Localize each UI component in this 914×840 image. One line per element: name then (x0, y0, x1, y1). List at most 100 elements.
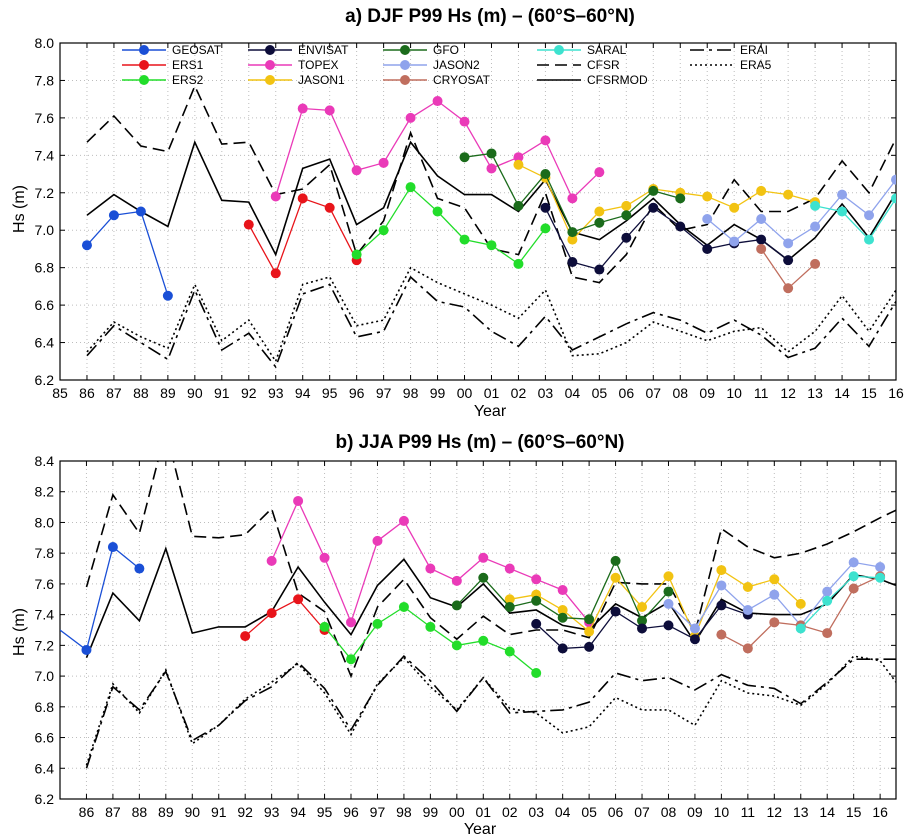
legend-label-cfsrmod: CFSRMOD (587, 73, 648, 87)
panel-b-xlabel: Year (464, 821, 497, 838)
panel-a-series-geosat-point (81, 240, 92, 251)
panel-a-ytick-label: 6.8 (35, 260, 55, 276)
panel-b-series-saral-line (800, 575, 881, 629)
panel-b-series-topex-point (266, 555, 277, 566)
panel-b-series-ers2-point (451, 640, 462, 651)
panel-b-series-cryosat-point (742, 643, 753, 654)
panel-b-series-geosat-line (60, 545, 140, 652)
panel-b-series-envisat-point (557, 643, 568, 654)
legend-marker-ers1 (139, 60, 149, 70)
legend-label-gfo: GFO (433, 43, 459, 57)
panel-a-xtick-label: 10 (726, 385, 742, 401)
panel-b-series-jason1-point (716, 565, 727, 576)
panel-a-series-topex-point (513, 152, 524, 163)
panel-a-xtick-label: 99 (430, 385, 446, 401)
panel-a-xtick-label: 16 (888, 385, 904, 401)
panel-b-series-jason1-point (663, 571, 674, 582)
panel-a-xtick-label: 03 (538, 385, 554, 401)
panel-b-series-geosat-point (81, 644, 92, 655)
panel-a-series-topex-point (297, 103, 308, 114)
panel-a-series-jason2-point (810, 221, 821, 232)
panel-b-series-envisat-point (716, 600, 727, 611)
panel-a-series-jason2-point (864, 210, 875, 221)
panel-b-xtick-label: 07 (634, 804, 650, 820)
panel-a-series-topex-point (324, 105, 335, 116)
panel-b-series-gfo-point (531, 595, 542, 606)
panel-b-series-envisat-point (584, 641, 595, 652)
panel-a-series-envisat-point (621, 232, 632, 243)
panel-a-ytick-label: 7.6 (35, 110, 55, 126)
panel-a-series-ers1-point (243, 219, 254, 230)
panel-b-series-saral-point (822, 595, 833, 606)
legend-label-geosat: GEOSAT (172, 43, 222, 57)
panel-a-series-gfo-point (513, 200, 524, 211)
panel-b-series-gfo-point (504, 601, 515, 612)
panel-b-xtick-label: 10 (714, 804, 730, 820)
panel-a-ytick-label: 6.2 (35, 372, 55, 388)
panel-a-xtick-label: 88 (133, 385, 149, 401)
panel-a-series-topex-point (594, 167, 605, 178)
panel-a-xtick-label: 07 (646, 385, 662, 401)
panel-a-series-jason1-point (567, 234, 578, 245)
panel-b-xtick-label: 94 (290, 804, 306, 820)
panel-b-xtick-label: 04 (555, 804, 571, 820)
panel-a-series-ers2-point (459, 234, 470, 245)
panel-b-series-gfo-point (637, 615, 648, 626)
panel-b-series-topex-point (398, 515, 409, 526)
panel-b-series-ers2-point (425, 621, 436, 632)
panel-a-xtick-label: 87 (106, 385, 122, 401)
panel-b-xtick-label: 95 (317, 804, 333, 820)
panel-b-series-ers2-point (478, 635, 489, 646)
legend-label-envisat: ENVISAT (298, 43, 349, 57)
panel-b-ytick-label: 7.6 (35, 576, 55, 592)
legend-label-jason2: JASON2 (433, 58, 480, 72)
panel-b-series-envisat-point (610, 606, 621, 617)
panel-a-xtick-label: 06 (619, 385, 635, 401)
panel-b-series-saral-point (875, 572, 886, 583)
panel-b-series-topex-point (425, 563, 436, 574)
panel-b-xtick-label: 12 (767, 804, 783, 820)
panel-a-ytick-label: 8.0 (35, 35, 55, 51)
panel-b-xtick-label: 86 (79, 804, 95, 820)
panel-a-series-jason1-point (783, 189, 794, 200)
panel-a-xtick-label: 12 (780, 385, 796, 401)
panel-b-xtick-label: 88 (132, 804, 148, 820)
panel-a-series-jason2-point (783, 238, 794, 249)
panel-a-series-jason2-point (729, 236, 740, 247)
panel-a-ytick-label: 7.8 (35, 72, 55, 88)
panel-a-series-envisat-point (594, 264, 605, 275)
panel-b-series-cfsrmod-line (85, 546, 896, 659)
panel-b-series-cryosat-point (822, 628, 833, 639)
panel-a-series-topex-point (351, 165, 362, 176)
panel-b-series-saral-point (795, 623, 806, 634)
legend-marker-topex (265, 60, 275, 70)
legend-label-era5: ERA5 (740, 58, 772, 72)
panel-a-series-saral-point (891, 193, 896, 204)
legend-label-topex: TOPEX (298, 58, 338, 72)
panel-b-xtick-label: 02 (502, 804, 518, 820)
panel-b-series-envisat-point (637, 623, 648, 634)
panel-a-series-cryosat-point (783, 283, 794, 294)
panel-b-series-jason2-point (848, 557, 859, 568)
panel-a-xtick-label: 01 (484, 385, 500, 401)
panel-a-ytick-label: 6.4 (35, 335, 55, 351)
panel-b-series-jason1-point (557, 605, 568, 616)
panel-b-series-ers1-point (240, 631, 251, 642)
panel-a-series-envisat-point (540, 202, 551, 213)
panel-b-xtick-label: 98 (396, 804, 412, 820)
panel-b-series-erai-line (85, 654, 896, 769)
panel-b-xtick-label: 01 (476, 804, 492, 820)
panel-b-ytick-label: 7.4 (35, 607, 55, 623)
panel-a-series-topex-point (432, 96, 443, 107)
panel-b-series-ers2-point (319, 621, 330, 632)
panel-a-xtick-label: 93 (268, 385, 284, 401)
panel-b-series-ers2-point (346, 654, 357, 665)
panel-b-series-topex-point (557, 585, 568, 596)
panel-b-series-topex-point (293, 495, 304, 506)
panel-b-series-saral-point (848, 571, 859, 582)
panel-a-series-ers1-point (297, 193, 308, 204)
legend-label-ers1: ERS1 (172, 58, 204, 72)
legend-label-ers2: ERS2 (172, 73, 204, 87)
